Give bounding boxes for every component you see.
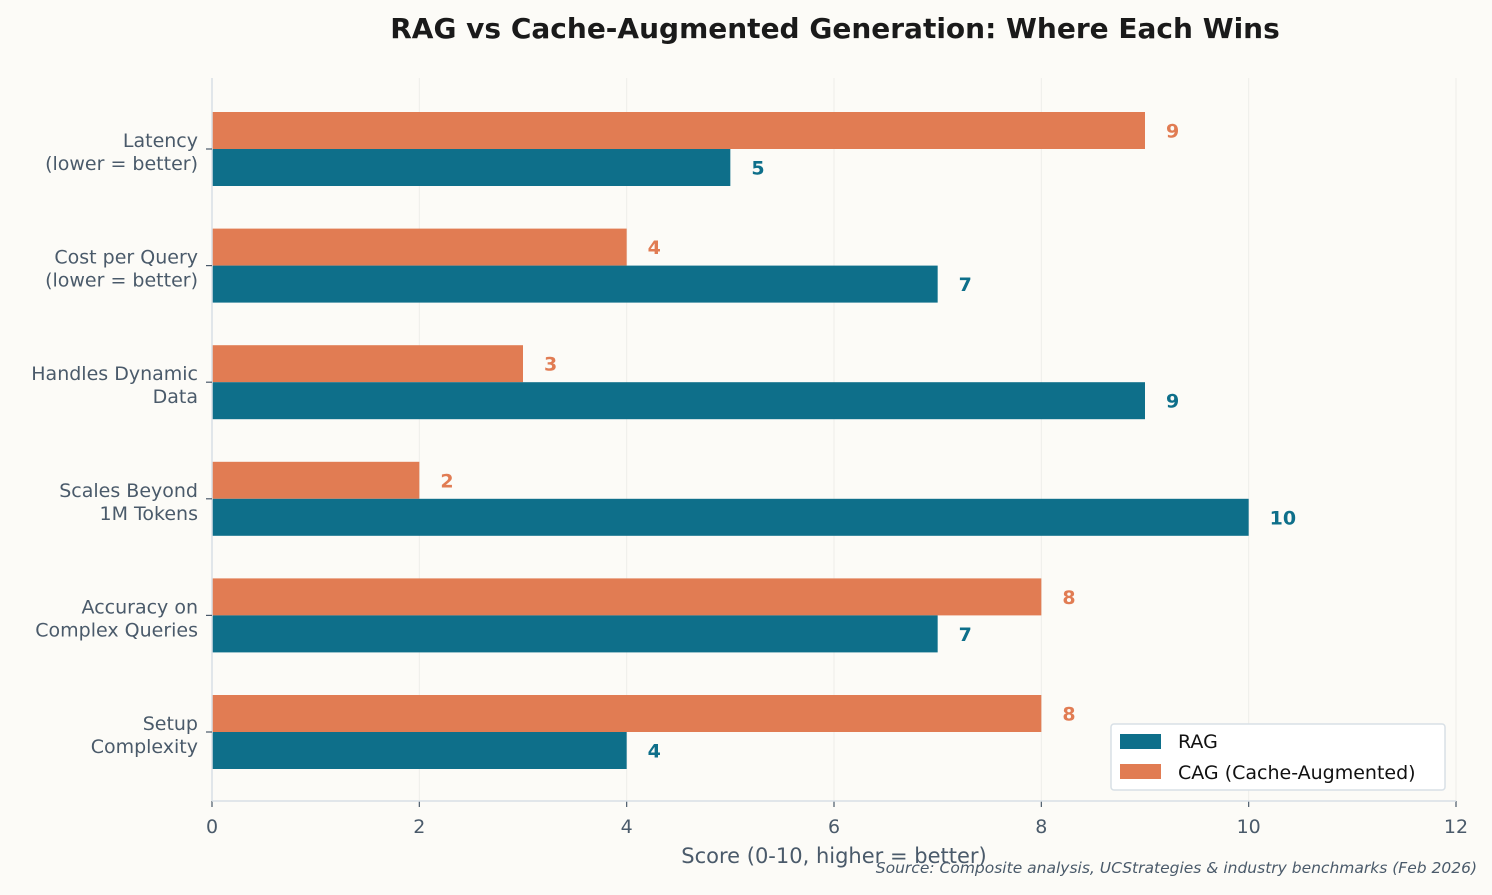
- x-tick-label: 12: [1444, 816, 1468, 838]
- bar-cag: [212, 695, 1042, 732]
- data-label: 9: [1166, 121, 1179, 143]
- y-tick-label: Handles Dynamic: [31, 363, 198, 385]
- legend-label-rag: RAG: [1178, 731, 1218, 753]
- data-label: 8: [1062, 704, 1075, 726]
- y-tick-label: Scales Beyond: [59, 480, 198, 502]
- data-label: 8: [1062, 587, 1075, 609]
- data-label: 4: [648, 237, 661, 259]
- x-axis-label: Score (0-10, higher = better): [681, 844, 986, 868]
- bar-cag: [212, 345, 523, 383]
- y-tick-label: (lower = better): [45, 153, 198, 175]
- x-tick-label: 8: [1035, 816, 1047, 838]
- x-tick-label: 6: [828, 816, 840, 838]
- data-label: 7: [959, 274, 972, 296]
- legend-label-cag: CAG (Cache-Augmented): [1178, 762, 1416, 784]
- bar-cag: [212, 461, 420, 499]
- y-tick-label: Setup: [143, 713, 198, 735]
- bar-rag: [212, 615, 938, 653]
- data-label: 3: [544, 354, 557, 376]
- grid: [211, 78, 1457, 801]
- data-label: 5: [751, 158, 764, 180]
- legend-swatch-rag: [1120, 734, 1161, 749]
- y-tick-label: Complex Queries: [35, 619, 198, 641]
- y-tick-label: Accuracy on: [82, 596, 198, 618]
- x-tick-label: 4: [621, 816, 633, 838]
- y-tick-label: (lower = better): [45, 270, 198, 292]
- bar-rag: [212, 149, 731, 186]
- data-label: 7: [959, 624, 972, 646]
- legend-swatch-cag: [1120, 764, 1161, 779]
- x-tick-label: 2: [413, 816, 425, 838]
- data-label: 4: [648, 741, 661, 763]
- x-tick-label: 10: [1237, 816, 1261, 838]
- data-label: 9: [1166, 391, 1179, 413]
- data-label: 10: [1270, 507, 1296, 529]
- source-note: Source: Composite analysis, UCStrategies…: [876, 859, 1477, 877]
- bar-rag: [212, 732, 627, 769]
- bar-cag: [212, 578, 1042, 616]
- chart-title: RAG vs Cache-Augmented Generation: Where…: [390, 12, 1280, 45]
- y-tick-label: Complexity: [91, 736, 198, 758]
- y-tick-label: Cost per Query: [54, 247, 198, 269]
- bar-cag: [212, 228, 627, 266]
- bar-rag: [212, 265, 938, 303]
- x-tick-label: 0: [206, 816, 218, 838]
- bars: 9 5 4 7 3 9 2 10 8 7 8 4: [212, 112, 1296, 769]
- data-label: 2: [440, 470, 453, 492]
- bar-rag: [212, 498, 1249, 536]
- bar-rag: [212, 382, 1145, 420]
- y-tick-label: 1M Tokens: [100, 503, 198, 525]
- y-tick-label: Data: [153, 386, 198, 408]
- legend: RAG CAG (Cache-Augmented): [1110, 723, 1446, 791]
- bar-cag: [212, 112, 1145, 149]
- y-tick-label: Latency: [123, 130, 198, 152]
